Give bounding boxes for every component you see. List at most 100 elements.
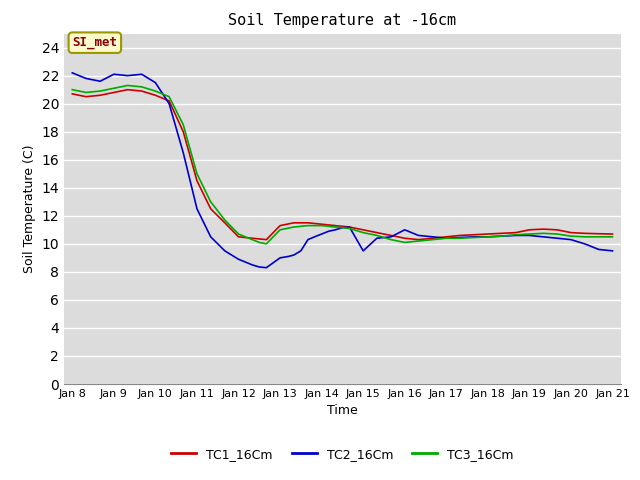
TC2_16Cm bbox=[290, 252, 298, 258]
TC1_16Cm bbox=[110, 90, 118, 96]
TC1_16Cm bbox=[165, 98, 173, 104]
TC1_16Cm bbox=[401, 235, 408, 241]
TC3_16Cm bbox=[235, 231, 243, 237]
TC3_16Cm bbox=[470, 235, 478, 240]
TC3_16Cm bbox=[401, 240, 408, 245]
TC3_16Cm bbox=[179, 122, 187, 128]
TC1_16Cm bbox=[248, 235, 256, 241]
TC3_16Cm bbox=[276, 227, 284, 233]
TC2_16Cm bbox=[595, 247, 603, 252]
TC3_16Cm bbox=[110, 85, 118, 91]
TC1_16Cm bbox=[276, 223, 284, 228]
TC3_16Cm bbox=[221, 217, 228, 223]
TC1_16Cm bbox=[581, 230, 589, 236]
TC3_16Cm bbox=[255, 240, 263, 245]
TC3_16Cm bbox=[318, 223, 326, 228]
Line: TC2_16Cm: TC2_16Cm bbox=[72, 73, 612, 268]
TC2_16Cm bbox=[193, 206, 201, 212]
TC1_16Cm bbox=[235, 234, 243, 240]
TC2_16Cm bbox=[248, 262, 256, 268]
TC3_16Cm bbox=[332, 224, 339, 230]
TC3_16Cm bbox=[359, 230, 367, 236]
TC1_16Cm bbox=[456, 232, 464, 238]
Legend: TC1_16Cm, TC2_16Cm, TC3_16Cm: TC1_16Cm, TC2_16Cm, TC3_16Cm bbox=[166, 443, 518, 466]
TC2_16Cm bbox=[179, 150, 187, 156]
TC2_16Cm bbox=[285, 253, 292, 259]
TC1_16Cm bbox=[68, 91, 76, 97]
TC2_16Cm bbox=[609, 248, 616, 254]
TC1_16Cm bbox=[567, 230, 575, 236]
TC3_16Cm bbox=[540, 230, 547, 236]
TC3_16Cm bbox=[595, 234, 603, 240]
TC2_16Cm bbox=[152, 80, 159, 85]
TC3_16Cm bbox=[138, 84, 145, 90]
Line: TC3_16Cm: TC3_16Cm bbox=[72, 85, 612, 244]
TC1_16Cm bbox=[290, 220, 298, 226]
TC3_16Cm bbox=[442, 235, 450, 241]
TC3_16Cm bbox=[152, 88, 159, 94]
TC2_16Cm bbox=[373, 235, 381, 241]
TC3_16Cm bbox=[581, 234, 589, 240]
TC2_16Cm bbox=[82, 75, 90, 81]
TC1_16Cm bbox=[373, 230, 381, 236]
TC1_16Cm bbox=[512, 230, 520, 236]
TC3_16Cm bbox=[82, 90, 90, 96]
Title: Soil Temperature at -16cm: Soil Temperature at -16cm bbox=[228, 13, 456, 28]
TC1_16Cm bbox=[498, 230, 506, 236]
TC1_16Cm bbox=[124, 87, 131, 93]
TC2_16Cm bbox=[318, 231, 326, 237]
TC2_16Cm bbox=[304, 237, 312, 242]
Line: TC1_16Cm: TC1_16Cm bbox=[72, 90, 612, 240]
TC2_16Cm bbox=[429, 234, 436, 240]
TC2_16Cm bbox=[567, 237, 575, 242]
TC2_16Cm bbox=[235, 256, 243, 262]
TC1_16Cm bbox=[255, 236, 263, 242]
TC3_16Cm bbox=[415, 238, 422, 244]
TC2_16Cm bbox=[456, 235, 464, 240]
TC2_16Cm bbox=[387, 234, 395, 240]
TC2_16Cm bbox=[540, 234, 547, 240]
TC2_16Cm bbox=[68, 70, 76, 76]
TC1_16Cm bbox=[96, 92, 104, 98]
TC3_16Cm bbox=[498, 233, 506, 239]
TC2_16Cm bbox=[359, 248, 367, 254]
X-axis label: Time: Time bbox=[327, 405, 358, 418]
TC1_16Cm bbox=[540, 226, 547, 232]
TC1_16Cm bbox=[318, 221, 326, 227]
TC2_16Cm bbox=[138, 72, 145, 77]
TC2_16Cm bbox=[221, 248, 228, 254]
TC2_16Cm bbox=[415, 232, 422, 238]
Text: SI_met: SI_met bbox=[72, 36, 117, 49]
TC1_16Cm bbox=[262, 237, 270, 242]
TC2_16Cm bbox=[262, 265, 270, 271]
TC3_16Cm bbox=[193, 171, 201, 177]
TC2_16Cm bbox=[554, 235, 561, 241]
TC3_16Cm bbox=[456, 235, 464, 241]
TC3_16Cm bbox=[484, 234, 492, 240]
TC2_16Cm bbox=[207, 234, 214, 240]
TC1_16Cm bbox=[442, 234, 450, 240]
TC3_16Cm bbox=[373, 232, 381, 238]
TC3_16Cm bbox=[96, 88, 104, 94]
TC2_16Cm bbox=[332, 227, 339, 233]
TC1_16Cm bbox=[484, 231, 492, 237]
TC1_16Cm bbox=[221, 220, 228, 226]
TC3_16Cm bbox=[339, 225, 346, 230]
TC1_16Cm bbox=[359, 227, 367, 233]
TC2_16Cm bbox=[110, 72, 118, 77]
TC2_16Cm bbox=[255, 264, 263, 270]
TC2_16Cm bbox=[442, 235, 450, 241]
TC2_16Cm bbox=[311, 234, 319, 240]
TC3_16Cm bbox=[554, 231, 561, 237]
TC1_16Cm bbox=[82, 94, 90, 99]
TC2_16Cm bbox=[165, 101, 173, 107]
TC1_16Cm bbox=[387, 232, 395, 238]
TC3_16Cm bbox=[567, 233, 575, 239]
TC1_16Cm bbox=[138, 88, 145, 94]
TC3_16Cm bbox=[124, 83, 131, 88]
TC3_16Cm bbox=[512, 232, 520, 238]
TC2_16Cm bbox=[339, 225, 346, 230]
TC3_16Cm bbox=[387, 237, 395, 242]
TC2_16Cm bbox=[276, 255, 284, 261]
TC3_16Cm bbox=[262, 241, 270, 247]
